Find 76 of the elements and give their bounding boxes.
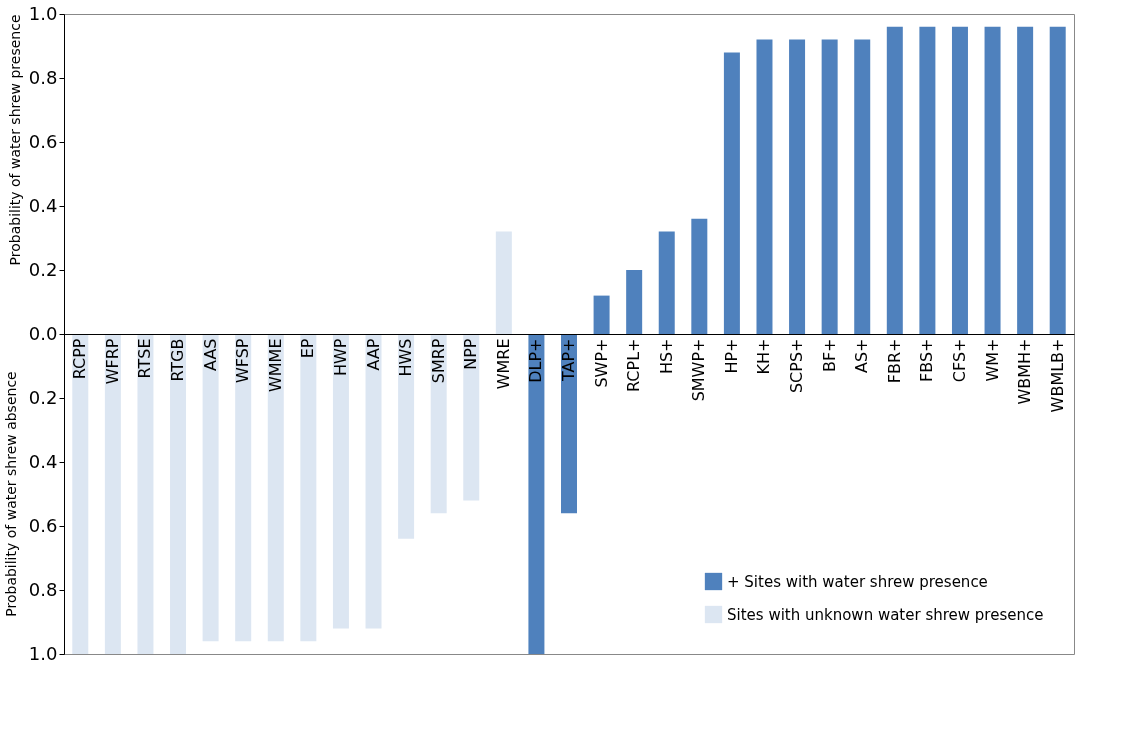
- bar: [854, 39, 871, 334]
- bar: [626, 270, 643, 334]
- bar: [463, 334, 480, 501]
- bar: [202, 334, 219, 642]
- bar: [398, 334, 415, 539]
- x-tick-label: FBS+: [917, 338, 937, 382]
- bar: [1049, 26, 1066, 334]
- y-tick-label: 0.8: [28, 578, 58, 600]
- bar: [104, 334, 121, 654]
- bar: [495, 231, 512, 334]
- x-tick-label: RTGB: [168, 338, 188, 382]
- y-tick-label: 1.0: [28, 642, 58, 664]
- y-tick-label: 0.8: [28, 66, 58, 88]
- y-tick-label: 0.2: [28, 258, 58, 280]
- x-tick-label: AAS: [200, 338, 220, 371]
- bar: [170, 334, 187, 654]
- x-tick-label: RTSE: [135, 338, 155, 379]
- y-axis-title: Probability of water shrew presence: [6, 14, 23, 266]
- x-tick-label: HS+: [656, 338, 676, 375]
- y-tick-label: 0.0: [28, 322, 58, 344]
- bar: [593, 295, 610, 334]
- x-tick-label: DLP+: [526, 338, 546, 383]
- x-tick-label: SMRP: [428, 338, 448, 384]
- bar: [332, 334, 349, 629]
- x-tick-label: FBR+: [884, 338, 904, 384]
- x-tick-label: SMWP+: [689, 338, 709, 402]
- y-tick-label: 0.4: [28, 450, 58, 472]
- bar: [984, 26, 1001, 334]
- bar: [137, 334, 154, 654]
- x-tick-label: EP: [298, 338, 318, 359]
- bar: [1017, 26, 1034, 334]
- bar: [658, 231, 675, 334]
- bar: [365, 334, 382, 629]
- x-tick-label: RCPL+: [624, 338, 644, 392]
- x-tick-label: HWP: [330, 338, 350, 376]
- x-tick-label: SCPS+: [787, 338, 807, 394]
- bar: [919, 26, 936, 334]
- bar: [756, 39, 773, 334]
- x-tick-label: WFRP: [102, 338, 122, 385]
- bar: [691, 218, 708, 334]
- x-tick-label: RCPP: [70, 338, 90, 380]
- bar: [235, 334, 252, 642]
- x-tick-label: WBMLB+: [1047, 338, 1067, 413]
- bar: [789, 39, 806, 334]
- text: Probability of water shrew absence: [3, 371, 19, 617]
- x-tick-label: WMME: [265, 338, 285, 393]
- bar: [951, 26, 968, 334]
- y-tick-label: 0.6: [28, 130, 58, 152]
- y-tick-label: 0.6: [28, 514, 58, 536]
- x-tick-label: HWS: [396, 338, 416, 377]
- bar: [886, 26, 903, 334]
- x-tick-label: SWP+: [591, 338, 611, 388]
- x-tick-label: KH+: [754, 338, 774, 375]
- x-tick-label: TAP+: [559, 338, 578, 383]
- x-tick-label: WBMH+: [1015, 338, 1035, 405]
- bar: [821, 39, 838, 334]
- x-tick-label: WFSP: [233, 338, 253, 384]
- bar: [561, 334, 577, 514]
- legend-label: + Sites with water shrew presence: [727, 572, 988, 591]
- bar: [267, 334, 284, 642]
- x-tick-label: NPP: [461, 338, 481, 370]
- x-tick-label: BF+: [819, 338, 839, 373]
- y-tick-label: 1.0: [28, 2, 58, 24]
- x-tick-label: HP+: [721, 338, 741, 374]
- x-tick-label: WMRE: [493, 338, 513, 390]
- x-tick-label: AAP: [363, 338, 383, 371]
- bar: [723, 52, 740, 334]
- bar: [72, 334, 89, 654]
- bar: [528, 334, 545, 654]
- y-tick-label: 0.4: [28, 194, 58, 216]
- y-tick-label: 0.2: [28, 386, 58, 408]
- legend-label: Sites with unknown water shrew presence: [727, 605, 1044, 624]
- x-tick-label: CFS+: [949, 338, 969, 383]
- x-tick-label: WM+: [982, 338, 1002, 382]
- bar: [300, 334, 317, 642]
- x-tick-label: AS+: [852, 338, 872, 374]
